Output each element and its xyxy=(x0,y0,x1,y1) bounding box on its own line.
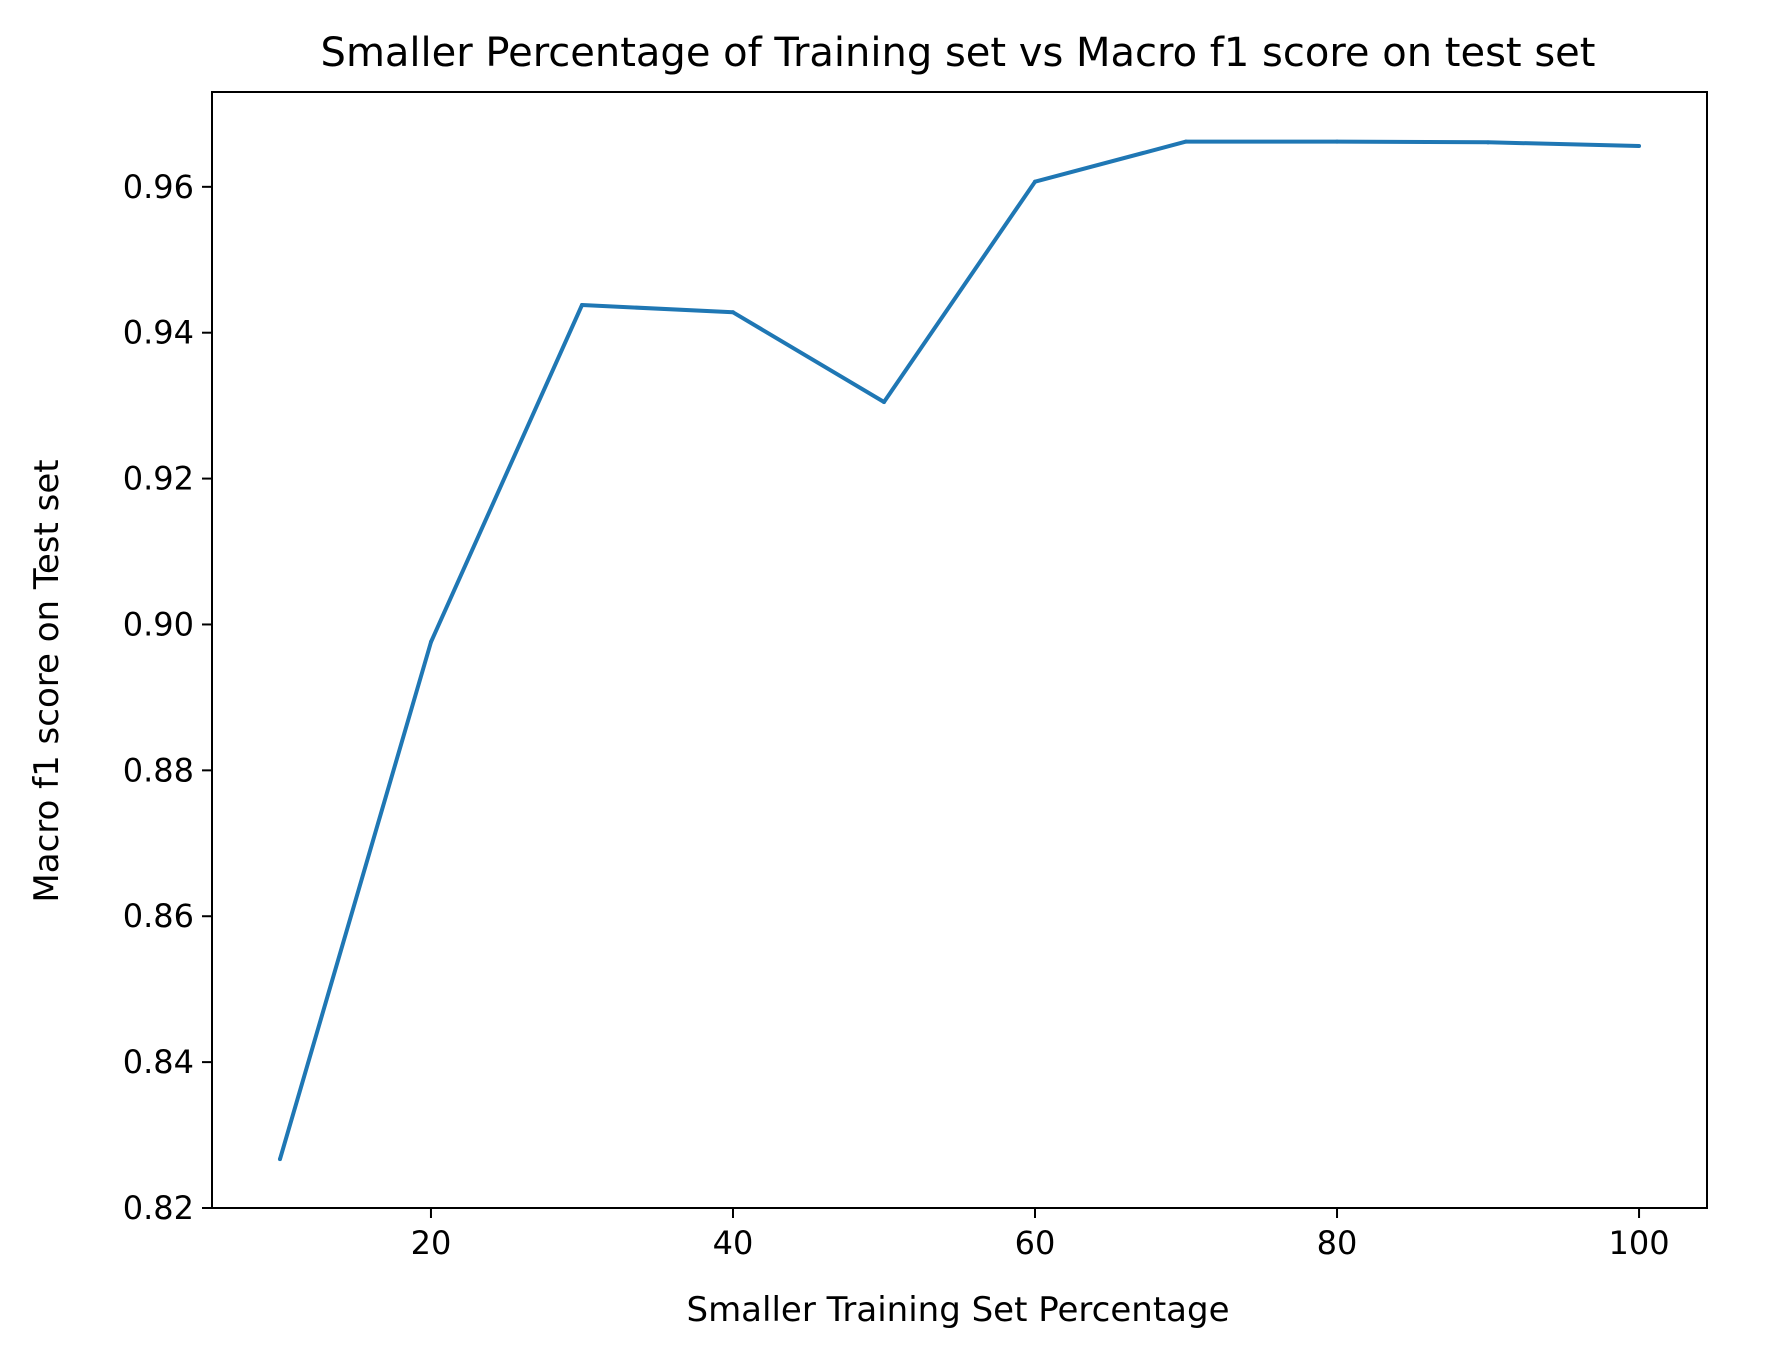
y-tick-label: 0.94 xyxy=(123,314,194,352)
x-tick-label: 40 xyxy=(713,1224,754,1262)
data-point xyxy=(1335,139,1340,144)
data-point xyxy=(881,400,886,404)
data-point xyxy=(1033,179,1038,184)
y-tick-label: 0.86 xyxy=(123,897,194,935)
x-tick-label: 60 xyxy=(1015,1224,1056,1262)
y-axis: 0.82 0.84 0.86 0.88 0.90 0.92 0.94 0.96 xyxy=(123,168,212,1227)
y-tick-label: 0.96 xyxy=(123,168,194,206)
data-point xyxy=(1184,139,1189,144)
y-tick-label: 0.84 xyxy=(123,1043,194,1081)
plot-frame xyxy=(211,91,1708,1209)
x-tick-label: 80 xyxy=(1317,1224,1358,1262)
data-point xyxy=(428,639,433,644)
x-axis: 20 40 60 80 100 xyxy=(411,1208,1670,1262)
series-line xyxy=(278,139,1640,1160)
x-tick-label: 100 xyxy=(1609,1224,1670,1262)
data-point xyxy=(730,310,735,315)
data-point xyxy=(1486,140,1491,145)
x-tick-label: 20 xyxy=(411,1224,452,1262)
y-tick-label: 0.90 xyxy=(123,605,194,643)
plot-area xyxy=(277,139,1642,1162)
x-axis-label: Smaller Training Set Percentage xyxy=(686,1290,1229,1330)
data-point xyxy=(277,1157,282,1162)
data-point xyxy=(1637,143,1642,148)
y-tick-label: 0.88 xyxy=(123,751,194,789)
chart-title: Smaller Percentage of Training set vs Ma… xyxy=(321,30,1596,76)
y-axis-label: Macro f1 score on Test set xyxy=(27,459,67,902)
data-point xyxy=(579,302,584,307)
y-tick-label: 0.82 xyxy=(123,1189,194,1227)
y-tick-label: 0.92 xyxy=(123,460,194,498)
